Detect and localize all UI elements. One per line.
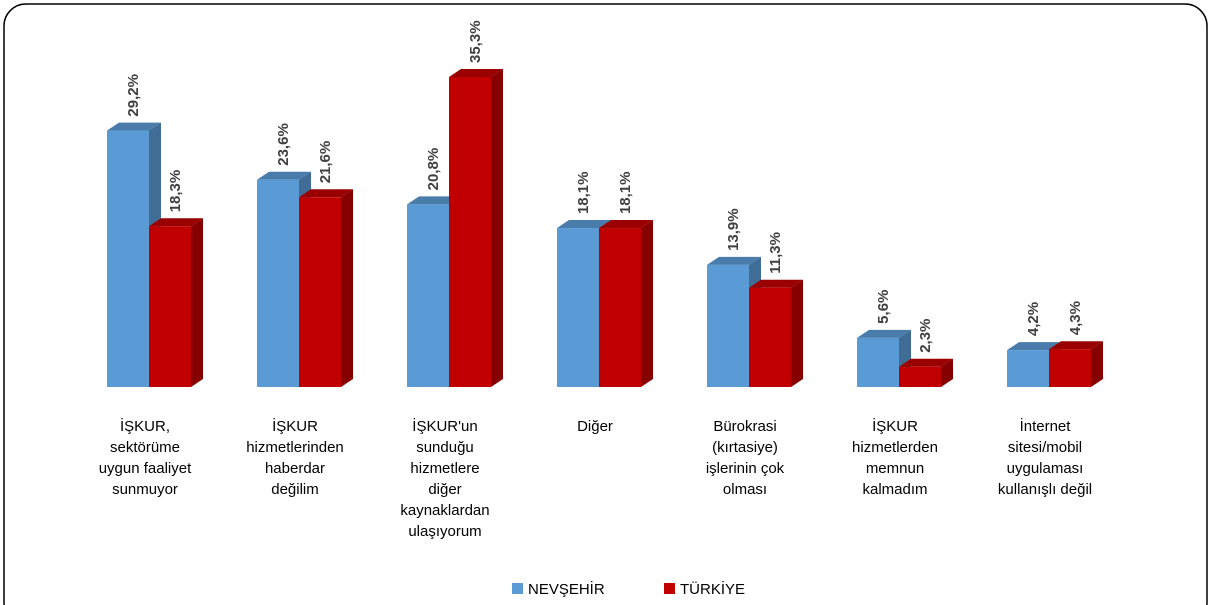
x-tick-label: kullanışlı değil [998, 481, 1092, 498]
bar-top [557, 220, 611, 229]
bar-front [299, 197, 341, 387]
bar [599, 220, 653, 387]
legend-label: TÜRKİYE [680, 580, 745, 598]
x-tick-label: İŞKUR [872, 417, 918, 435]
x-tick-label: Diğer [577, 418, 613, 435]
bar-top [107, 122, 161, 131]
value-label: 21,6% [317, 141, 334, 184]
value-label: 18,3% [167, 170, 184, 213]
x-tick-label: diğer [428, 481, 461, 498]
x-tick-label: İŞKUR'un [412, 417, 477, 435]
x-tick-label: İŞKUR, [120, 417, 170, 435]
bar-top [599, 220, 653, 229]
x-tick-label: uygun faaliyet [99, 460, 192, 477]
x-tick-label: sunduğu [416, 439, 474, 456]
bar-front [407, 204, 449, 387]
x-tick-label: hizmetlerinden [246, 439, 344, 456]
bar-top [1007, 342, 1061, 351]
x-tick-label: değilim [271, 481, 319, 498]
x-tick-label: işlerinin çok [706, 460, 785, 477]
bar-top [299, 189, 353, 198]
bar [857, 329, 911, 387]
x-tick-label: İŞKUR [272, 417, 318, 435]
bar-front [107, 130, 149, 388]
value-label: 4,3% [1067, 301, 1084, 335]
x-tick-label: Bürokrasi [713, 418, 776, 435]
x-tick-label: ulaşıyorum [408, 523, 481, 540]
bar-side [491, 69, 503, 387]
bar-top [149, 218, 203, 227]
bar-top [749, 279, 803, 288]
bar-front [1049, 349, 1091, 387]
value-label: 18,1% [617, 172, 634, 215]
value-label: 5,6% [875, 290, 892, 324]
bar-front [749, 287, 791, 387]
x-tick-label: kalmadım [862, 481, 927, 498]
bar-front [149, 226, 191, 387]
bar [449, 69, 503, 387]
x-tick-label: kaynaklardan [400, 502, 489, 519]
bar-top [899, 358, 953, 367]
x-tick-label: sunmuyor [112, 481, 178, 498]
bar-front [257, 179, 299, 387]
x-tick-label: sektörüme [110, 439, 180, 456]
value-label: 4,2% [1025, 302, 1042, 336]
bar-side [791, 279, 803, 387]
x-tick-label: hizmetlerden [852, 439, 938, 456]
bar-front [557, 228, 599, 387]
bar [899, 358, 953, 387]
legend-swatch [664, 583, 675, 594]
bar-top [257, 171, 311, 180]
bar [749, 279, 803, 387]
x-tick-label: İnternet [1020, 417, 1072, 435]
bar-top [857, 329, 911, 338]
bar-top [707, 256, 761, 265]
value-label: 18,1% [575, 172, 592, 215]
bar-front [857, 337, 899, 387]
bar-front [707, 264, 749, 387]
x-tick-label: olması [723, 481, 767, 498]
value-label: 13,9% [725, 208, 742, 251]
bar-side [641, 220, 653, 387]
x-tick-label: (kırtasiye) [712, 439, 778, 456]
bar [149, 218, 203, 387]
bar-side [341, 189, 353, 387]
value-label: 35,3% [467, 20, 484, 63]
x-tick-label: memnun [866, 460, 924, 477]
bar [1049, 341, 1103, 387]
value-label: 20,8% [425, 148, 442, 191]
bar-side [1091, 341, 1103, 387]
legend-swatch [512, 583, 523, 594]
value-label: 11,3% [767, 232, 784, 274]
bar-front [1007, 350, 1049, 387]
x-tick-label: haberdar [265, 460, 325, 477]
value-label: 29,2% [125, 74, 142, 117]
bar-top [449, 69, 503, 77]
value-label: 23,6% [275, 123, 292, 166]
bar-top [1049, 341, 1103, 350]
x-tick-label: sitesi/mobil [1008, 439, 1082, 456]
bar-top [407, 196, 461, 205]
x-tick-label: uygulaması [1007, 460, 1084, 477]
x-tick-label: hizmetlere [410, 460, 479, 477]
bar-side [941, 358, 953, 387]
bar-front [599, 228, 641, 387]
bar-front [449, 77, 491, 387]
bar [299, 189, 353, 387]
bar-front [899, 366, 941, 387]
bar-side [191, 218, 203, 387]
value-label: 2,3% [917, 319, 934, 353]
legend-label: NEVŞEHİR [528, 580, 605, 598]
